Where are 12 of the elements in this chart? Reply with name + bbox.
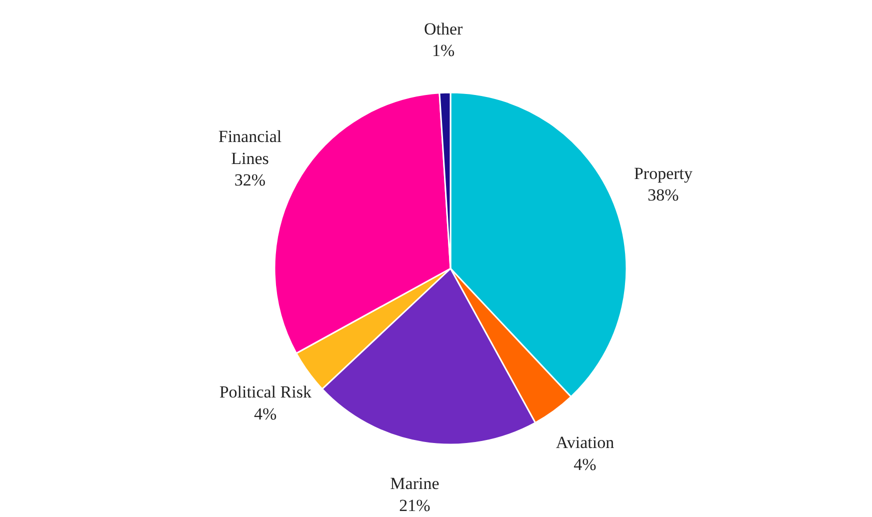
slice-label: Other [424, 19, 464, 38]
slice-label: Property [634, 164, 694, 183]
slice-label: Marine [390, 474, 440, 494]
data-label: 32% [234, 170, 266, 190]
data-label: 4% [574, 455, 596, 474]
slice-label: Political Risk [219, 382, 312, 402]
slice-label: Aviation [556, 433, 615, 452]
data-label: 21% [399, 496, 430, 515]
data-label: 38% [648, 186, 679, 205]
data-label: 1% [432, 41, 455, 60]
slice-label: Financial Lines [218, 126, 282, 168]
data-label: 4% [254, 404, 277, 424]
